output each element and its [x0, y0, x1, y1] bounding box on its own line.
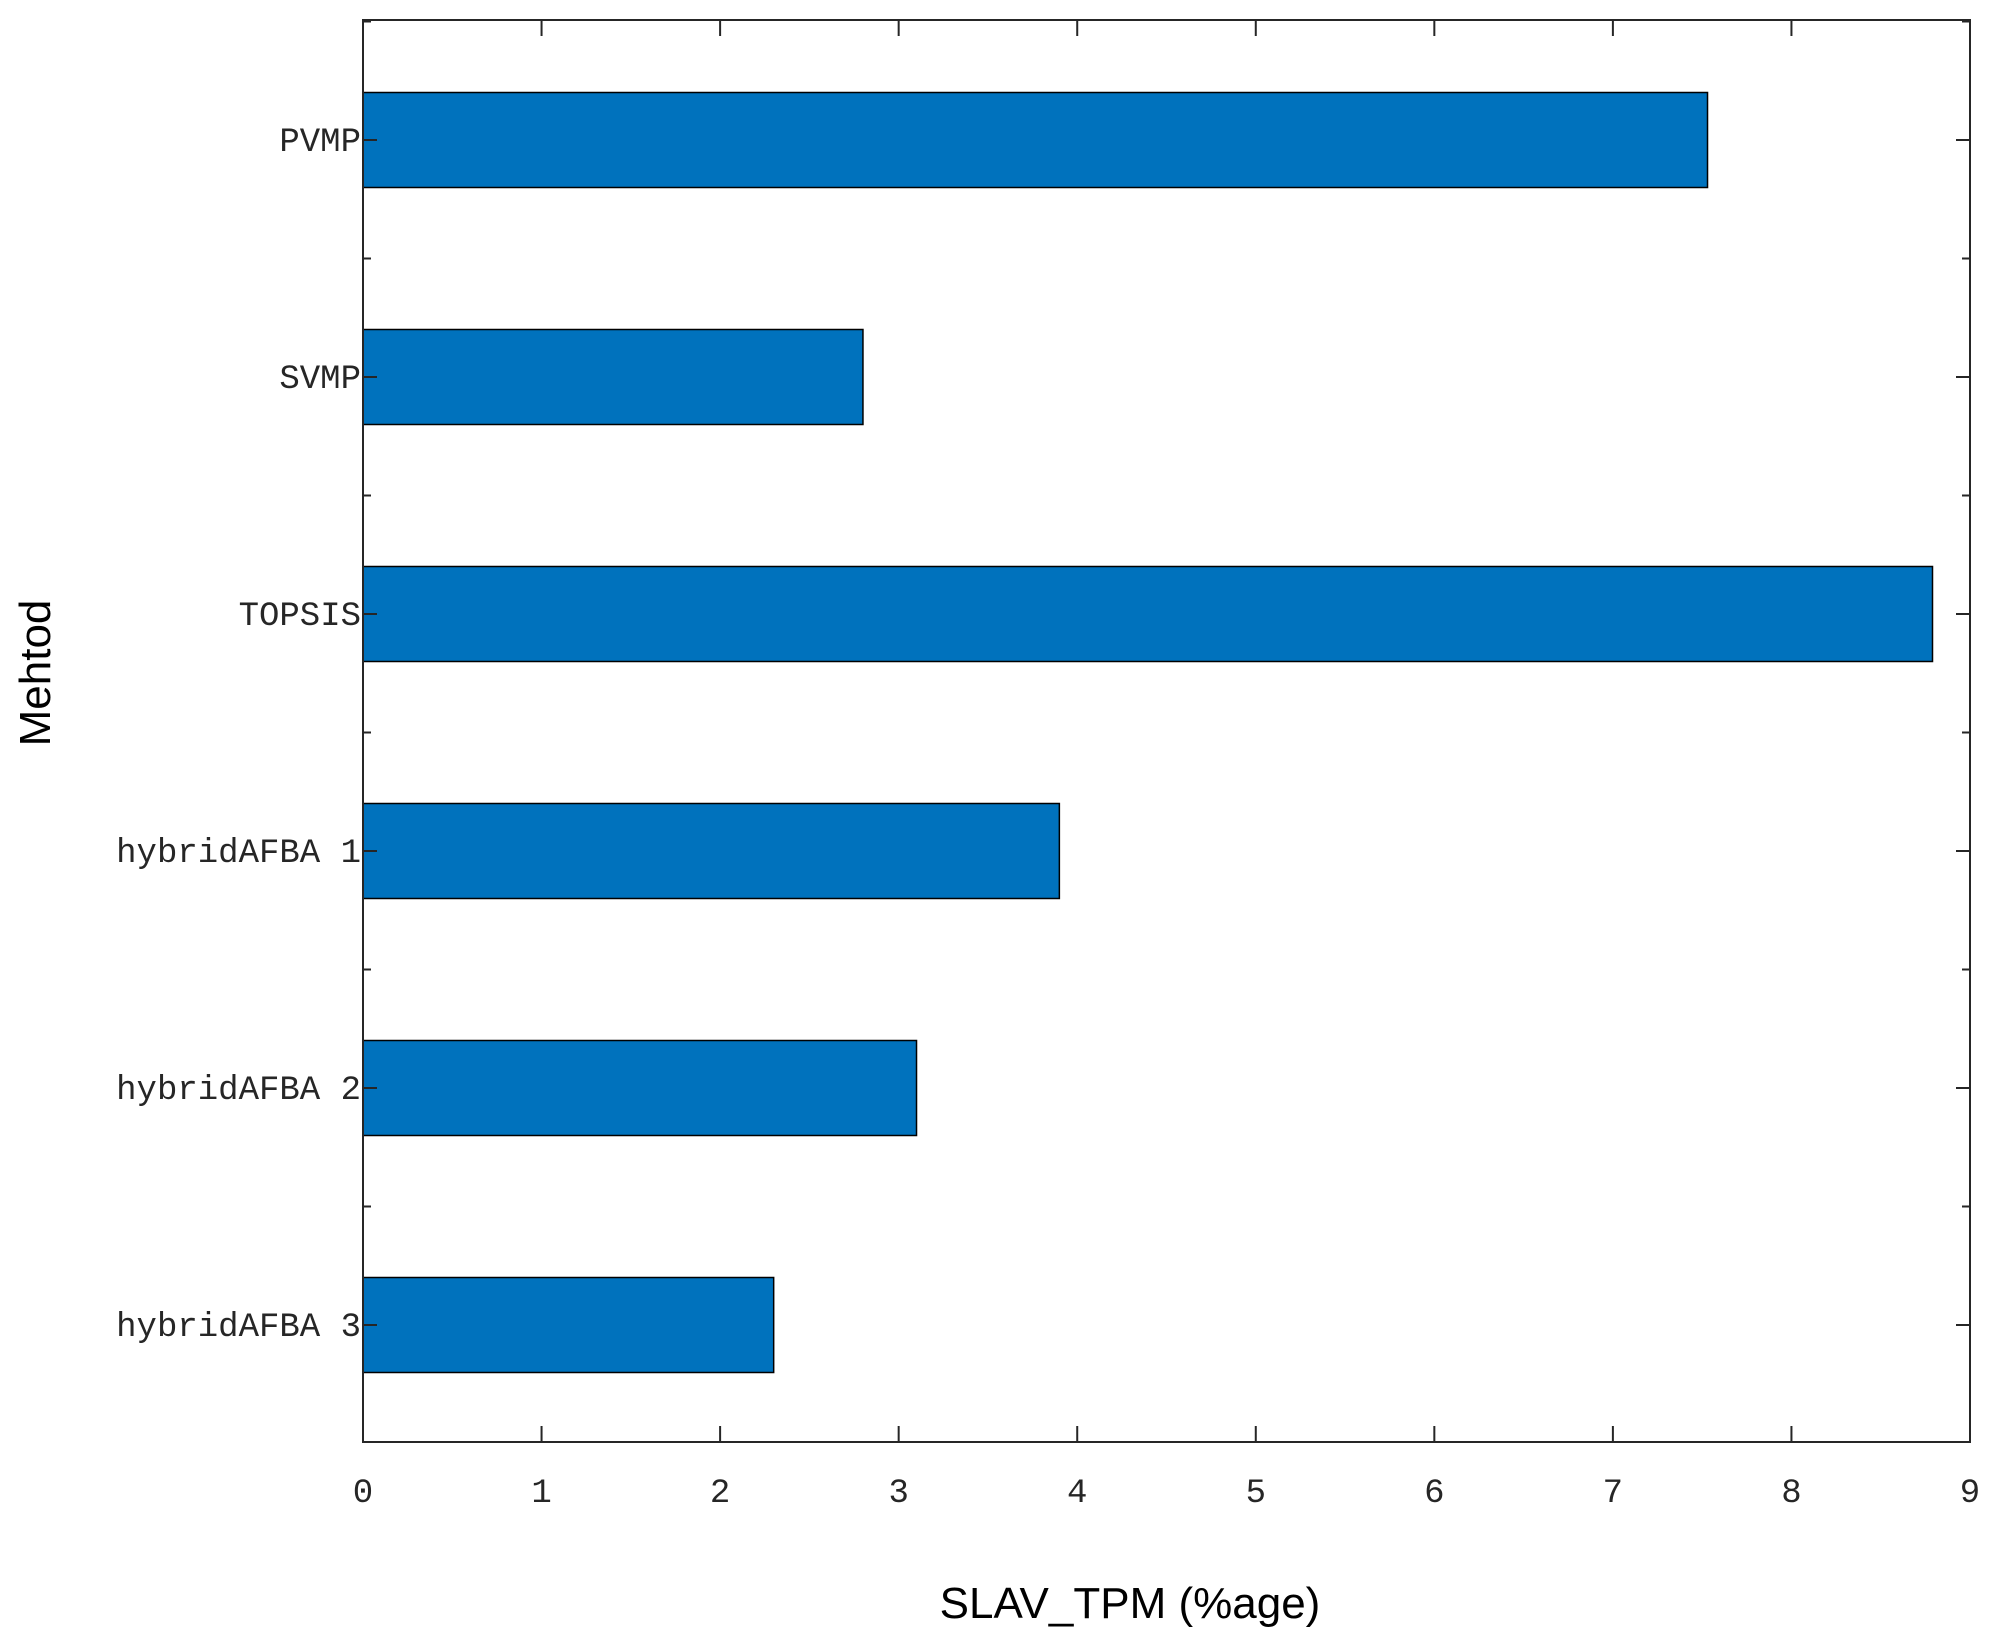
x-tick-label: 2 [710, 1475, 730, 1513]
bar-5 [362, 1276, 775, 1374]
bar-3 [362, 802, 1061, 900]
x-axis-label: SLAV_TPM (%age) [940, 1579, 1321, 1628]
y-tick-label: hybridAFBA 2 [116, 1072, 361, 1110]
x-tick-label: 8 [1781, 1475, 1801, 1513]
x-tick-label: 9 [1960, 1475, 1980, 1513]
y-axis-label: Mehtod [11, 600, 60, 747]
x-tick-label: 6 [1424, 1475, 1444, 1513]
plot-background [363, 20, 1970, 1442]
y-tick-label: hybridAFBA 3 [116, 1309, 361, 1347]
x-tick-label: 0 [353, 1475, 373, 1513]
y-tick-label: TOPSIS [239, 598, 361, 636]
x-tick-label: 4 [1067, 1475, 1087, 1513]
bar-0 [362, 91, 1709, 189]
y-tick-label: hybridAFBA 1 [116, 835, 361, 873]
bar-1 [362, 328, 864, 426]
bar-2 [362, 565, 1934, 663]
y-tick-label: SVMP [279, 361, 361, 399]
y-tick-label: PVMP [279, 124, 361, 162]
bar-4 [362, 1039, 918, 1137]
plot-frame [362, 19, 1971, 1443]
x-tick-label: 1 [531, 1475, 551, 1513]
x-tick-label: 7 [1603, 1475, 1623, 1513]
x-tick-label: 3 [888, 1475, 908, 1513]
x-tick-label: 5 [1246, 1475, 1266, 1513]
